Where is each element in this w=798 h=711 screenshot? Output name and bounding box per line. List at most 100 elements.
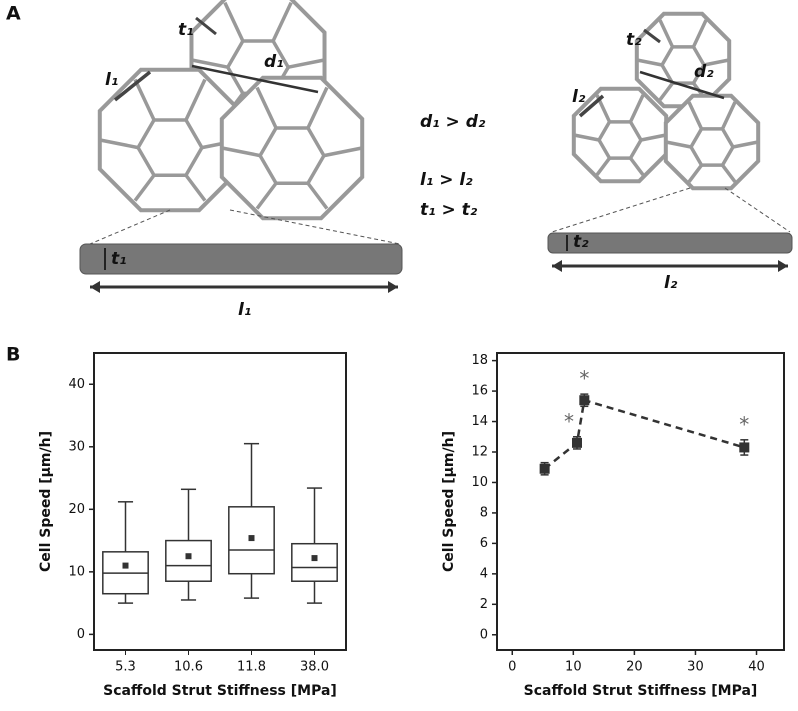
arrow-line bbox=[639, 70, 725, 100]
y-tick-label: 10 bbox=[68, 564, 85, 579]
cell-edge bbox=[323, 146, 363, 158]
cell-edge bbox=[133, 78, 156, 121]
y-axis-label: Cell Speed [μm/h] bbox=[38, 431, 54, 572]
series-line bbox=[543, 398, 745, 470]
cell-edge bbox=[658, 19, 675, 48]
arrow-line bbox=[195, 16, 217, 36]
strut bbox=[547, 232, 793, 254]
y-tick-label: 2 bbox=[480, 597, 488, 612]
cell-edge bbox=[255, 182, 278, 210]
cell-edge bbox=[732, 140, 759, 149]
y-tick-label: 40 bbox=[68, 377, 85, 392]
mean bbox=[185, 553, 192, 560]
cell-edge bbox=[255, 86, 278, 129]
point bbox=[571, 437, 582, 448]
box bbox=[165, 539, 212, 582]
label: d₂ bbox=[694, 62, 714, 82]
cell-edge bbox=[636, 58, 663, 67]
relation: d₁ > d₂ bbox=[420, 112, 486, 132]
y-tick-label: 0 bbox=[77, 627, 85, 642]
dash bbox=[551, 187, 691, 233]
diagram bbox=[79, 0, 793, 293]
cell-edge bbox=[629, 157, 645, 176]
cell-edge bbox=[703, 58, 730, 67]
panel-label: A bbox=[6, 3, 21, 25]
arrow-line bbox=[578, 94, 605, 118]
cell-outline bbox=[634, 11, 732, 109]
arrow-head bbox=[388, 281, 398, 293]
cell-outline bbox=[663, 93, 761, 191]
cell-edge bbox=[573, 133, 600, 142]
label: l₂ bbox=[664, 273, 678, 293]
y-tick-label: 18 bbox=[471, 353, 488, 368]
arrow-head bbox=[778, 260, 788, 272]
x-tick-label: 0 bbox=[508, 660, 516, 675]
relation: t₁ > t₂ bbox=[420, 200, 478, 220]
x-tick-label: 11.8 bbox=[237, 660, 266, 675]
y-tick-label: 14 bbox=[471, 414, 488, 429]
x-axis-label: Scaffold Strut Stiffness [MPa] bbox=[103, 683, 337, 699]
dash bbox=[724, 187, 791, 233]
dash bbox=[229, 209, 401, 245]
arrow-line bbox=[643, 28, 661, 44]
cell-edge bbox=[665, 140, 692, 149]
label: l₂ bbox=[572, 87, 586, 107]
x-tick-label: 30 bbox=[687, 660, 704, 675]
label: t₁ bbox=[178, 20, 194, 40]
y-axis-label: Cell Speed [μm/h] bbox=[441, 431, 457, 572]
point bbox=[739, 442, 750, 453]
mean bbox=[122, 562, 129, 569]
cell-edge bbox=[691, 19, 708, 48]
box bbox=[228, 506, 275, 575]
label: t₂ bbox=[573, 232, 589, 252]
strut bbox=[79, 243, 403, 275]
cell-edge bbox=[184, 78, 207, 121]
cell-edge bbox=[687, 101, 704, 130]
x-tick-label: 10.6 bbox=[174, 660, 203, 675]
plot-frame bbox=[496, 352, 785, 651]
cell-edge bbox=[223, 1, 245, 42]
cell-edge bbox=[191, 58, 229, 69]
x-tick-label: 20 bbox=[626, 660, 643, 675]
cell-edge bbox=[221, 146, 261, 158]
mean bbox=[248, 535, 255, 542]
x-tick-label: 5.3 bbox=[115, 660, 136, 675]
cell-edge bbox=[306, 182, 329, 210]
significance: * bbox=[564, 409, 574, 433]
x-tick-label: 40 bbox=[748, 660, 765, 675]
arrow-line bbox=[191, 64, 319, 94]
cell-edge bbox=[271, 1, 293, 42]
label: t₁ bbox=[111, 249, 127, 269]
significance: * bbox=[579, 367, 589, 391]
cell-edge bbox=[184, 174, 207, 202]
y-tick-label: 16 bbox=[471, 384, 488, 399]
cell-edge bbox=[287, 58, 325, 69]
cell-edge bbox=[721, 164, 737, 183]
box bbox=[291, 542, 338, 582]
x-axis-label: Scaffold Strut Stiffness [MPa] bbox=[524, 683, 758, 699]
relation: l₁ > l₂ bbox=[420, 170, 473, 190]
cell-edge bbox=[640, 133, 667, 142]
arrow-line bbox=[113, 70, 152, 102]
x-tick-label: 10 bbox=[565, 660, 582, 675]
point bbox=[579, 395, 590, 406]
y-tick-label: 8 bbox=[480, 505, 488, 520]
point bbox=[539, 463, 550, 474]
dash bbox=[89, 209, 171, 245]
cell-edge bbox=[628, 94, 645, 123]
plot-frame bbox=[93, 352, 347, 651]
significance: * bbox=[739, 412, 749, 436]
y-tick-label: 30 bbox=[68, 439, 85, 454]
y-tick-label: 10 bbox=[471, 475, 488, 490]
x-tick-label: 38.0 bbox=[300, 660, 329, 675]
y-tick-label: 20 bbox=[68, 502, 85, 517]
cell-edge bbox=[133, 174, 156, 202]
y-tick-label: 0 bbox=[480, 627, 488, 642]
y-tick-label: 12 bbox=[471, 445, 488, 460]
label: l₁ bbox=[238, 300, 251, 320]
cell-outline bbox=[97, 67, 243, 213]
y-tick-label: 6 bbox=[480, 536, 488, 551]
cell-edge bbox=[720, 101, 737, 130]
arrow-head bbox=[552, 260, 562, 272]
